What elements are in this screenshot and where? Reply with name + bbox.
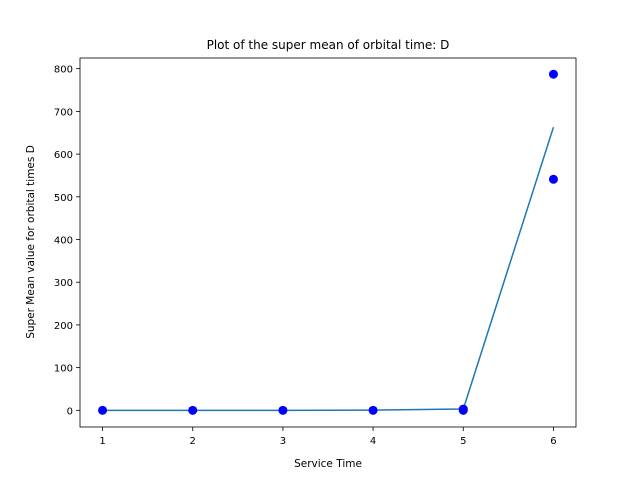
y-tick-label: 0: [67, 406, 73, 417]
series-line: [102, 126, 555, 412]
y-tick-label: 200: [54, 321, 73, 332]
y-tick-label: 500: [54, 193, 73, 204]
data-point: [548, 69, 558, 79]
y-axis-label: Super Mean value for orbital times D: [25, 145, 37, 339]
y-tick-label: 600: [54, 150, 73, 161]
x-tick-label: 5: [460, 436, 466, 447]
axes-frame: [79, 57, 577, 428]
x-tick-label: 6: [550, 436, 556, 447]
data-point: [548, 174, 558, 184]
x-tick-label: 2: [190, 436, 196, 447]
plot-area: 1 2 3 4 5 6 0 100 200 300 400 500 600 700 800: [54, 57, 577, 447]
y-tick-label: 700: [54, 107, 73, 118]
y-tick-label: 300: [54, 278, 73, 289]
x-tick-label: 4: [370, 436, 376, 447]
data-point: [368, 405, 378, 415]
data-point: [278, 405, 288, 415]
data-point: [188, 405, 198, 415]
y-tick-label: 800: [54, 65, 73, 76]
y-tick-label: 400: [54, 236, 73, 247]
data-point: [458, 404, 468, 414]
chart-title: Plot of the super mean of orbital time: …: [207, 38, 450, 52]
x-axis-label: Service Time: [294, 458, 362, 470]
x-tick-label: 1: [99, 436, 105, 447]
y-tick-label: 100: [54, 364, 73, 375]
data-point: [98, 405, 108, 415]
x-tick-label: 3: [280, 436, 286, 447]
